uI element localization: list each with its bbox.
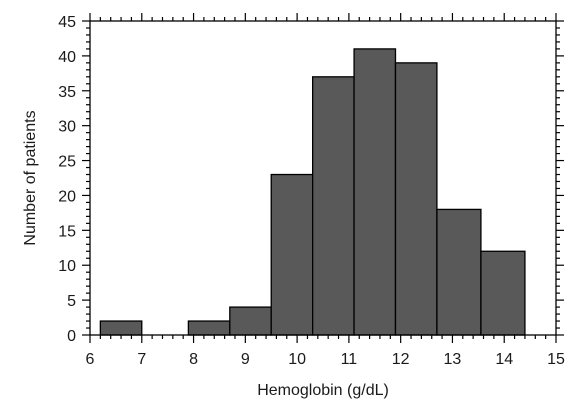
histogram-bar-8 (436, 208, 482, 336)
y-tick-label: 30 (58, 119, 76, 136)
y-tick-label: 20 (58, 188, 76, 205)
y-tick-label: 10 (58, 258, 76, 275)
tick-marks (82, 13, 564, 343)
histogram-bar-4 (270, 173, 314, 336)
x-tick-label: 12 (392, 351, 410, 368)
x-tick-label: 14 (495, 351, 513, 368)
y-axis-label: Number of patients (22, 110, 39, 245)
histogram-bar-1 (99, 320, 143, 336)
x-axis-label: Hemoglobin (g/dL) (257, 382, 389, 399)
x-tick-label: 13 (444, 351, 462, 368)
histogram-bar-2 (187, 320, 231, 336)
histogram-bar-6 (353, 48, 397, 336)
histogram-bar-3 (229, 306, 272, 336)
y-tick-label: 45 (58, 14, 76, 31)
x-tick-label: 10 (288, 351, 306, 368)
x-tick-label: 7 (137, 351, 146, 368)
y-tick-label: 5 (67, 293, 76, 310)
x-tick-label: 11 (341, 351, 358, 368)
y-tick-label: 40 (58, 49, 76, 66)
y-tick-label: 15 (58, 223, 76, 240)
bars-group (99, 48, 526, 336)
tick-labels-group: 6 7 8 9 10 11 12 13 14 15 0 5 10 15 20 25 30 35 40 45 (58, 14, 565, 368)
x-tick-label: 6 (86, 351, 95, 368)
y-tick-label: 25 (58, 154, 76, 171)
y-tick-label: 0 (67, 328, 76, 345)
x-tick-label: 8 (189, 351, 198, 368)
histogram-bar-9 (480, 250, 526, 336)
plot-frame (89, 20, 557, 336)
histogram-bar-5 (311, 76, 355, 336)
histogram-bar-7 (394, 62, 438, 336)
y-tick-label: 35 (58, 84, 76, 101)
x-tick-label: 15 (547, 351, 565, 368)
x-tick-label: 9 (241, 351, 250, 368)
